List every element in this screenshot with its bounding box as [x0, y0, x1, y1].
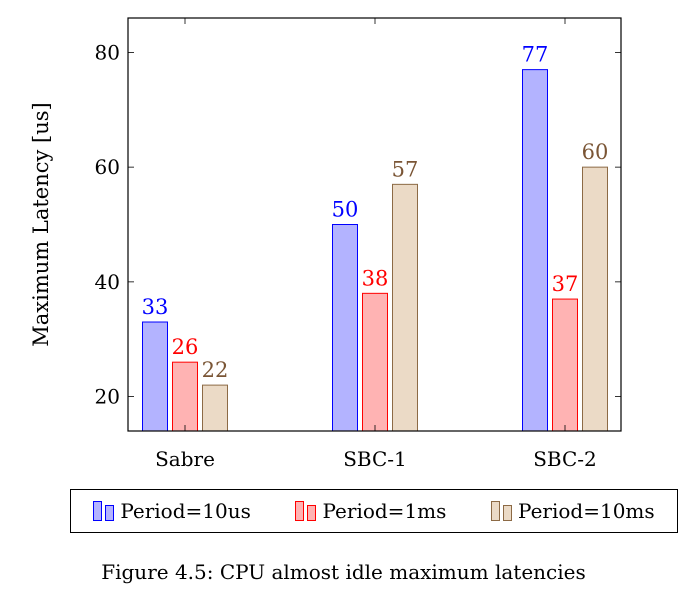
legend-entry: Period=1ms	[295, 499, 446, 523]
legend-label: Period=1ms	[322, 499, 447, 523]
bar	[552, 298, 578, 432]
x-tick-label: SBC-2	[533, 447, 597, 471]
x-tick-label: SBC-1	[343, 447, 407, 471]
y-tick-label: 40	[95, 270, 120, 294]
chart-legend: Period=10us Period=1ms Period=10ms	[70, 489, 678, 533]
data-label: 50	[332, 198, 359, 222]
legend-entry: Period=10ms	[491, 499, 655, 523]
legend-swatch	[295, 501, 317, 521]
bar-chart: 33 50 77 26 38 37 22 57 60 20 40 60 80 Sabre SBC-1 SBC-…	[29, 17, 622, 471]
data-label: 57	[392, 157, 419, 181]
data-label: 33	[142, 295, 169, 319]
x-tick-label: Sabre	[155, 447, 215, 471]
data-label: 38	[362, 266, 389, 290]
bar	[332, 224, 358, 432]
data-label: 60	[582, 140, 609, 164]
axes-frame	[127, 17, 622, 432]
legend-entry: Period=10us	[93, 499, 251, 523]
data-label: 77	[522, 43, 549, 67]
data-label: 26	[172, 335, 199, 359]
bar	[362, 292, 388, 432]
legend-label: Period=10us	[120, 499, 251, 523]
figure-caption: Figure 4.5: CPU almost idle maximum late…	[101, 560, 586, 584]
y-tick-label: 80	[95, 40, 120, 64]
bar	[522, 69, 548, 432]
data-label: 37	[552, 272, 579, 296]
data-label: 22	[202, 358, 229, 382]
bar	[142, 321, 168, 432]
bar	[392, 183, 418, 432]
bar	[582, 166, 608, 432]
plot-area: 33 50 77 26 38 37 22 57 60 20 40 60 80 Sabre SBC-1 SBC-…	[29, 17, 622, 471]
y-tick-label: 20	[95, 385, 120, 409]
bar	[172, 361, 198, 432]
legend-swatch	[491, 501, 513, 521]
legend-swatch	[93, 501, 115, 521]
legend-label: Period=10ms	[518, 499, 655, 523]
bar	[202, 384, 228, 432]
y-tick-label: 60	[95, 155, 120, 179]
y-axis-title: Maximum Latency [us]	[29, 102, 53, 346]
